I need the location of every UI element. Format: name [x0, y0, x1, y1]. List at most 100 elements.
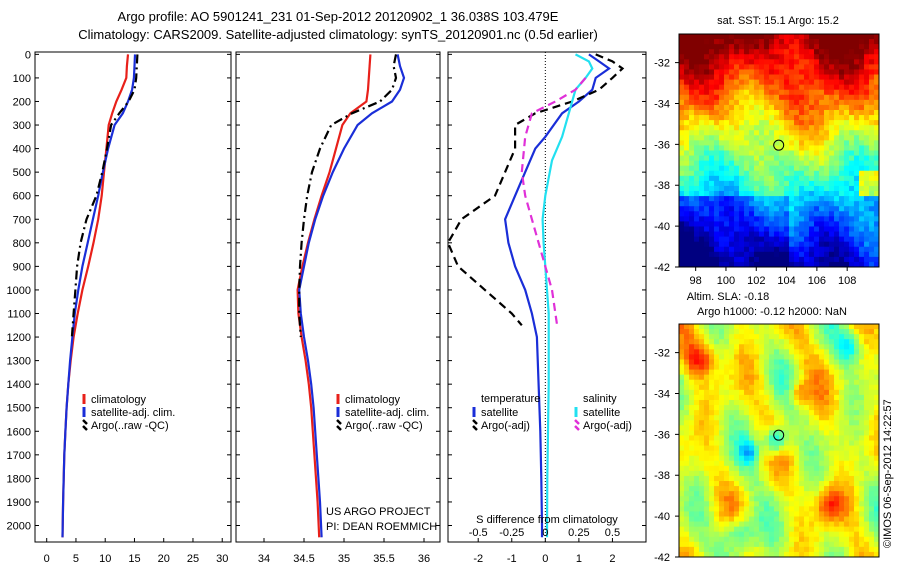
- map-cell: [834, 191, 840, 197]
- map-cell: [779, 450, 785, 457]
- map-cell: [714, 89, 720, 96]
- map-cell: [759, 379, 765, 386]
- map-cell: [864, 180, 870, 187]
- map-cell: [694, 236, 700, 243]
- map-cell: [779, 430, 785, 436]
- map-cell: [794, 359, 800, 365]
- map-cell: [734, 399, 740, 406]
- map-cell: [709, 541, 715, 548]
- map-cell: [714, 221, 720, 227]
- map-cell: [849, 231, 855, 238]
- map-cell: [804, 359, 810, 365]
- map-cell: [864, 546, 870, 553]
- map-cell: [714, 175, 720, 182]
- map-cell: [704, 475, 710, 482]
- map-cell: [699, 364, 705, 370]
- map-cell: [694, 415, 700, 421]
- map-cell: [764, 374, 770, 381]
- map-cell: [679, 160, 685, 167]
- map-cell: [699, 470, 705, 477]
- map-cell: [804, 405, 810, 411]
- map-cell: [819, 246, 825, 253]
- map-cell: [829, 145, 835, 151]
- map-cell: [799, 546, 805, 553]
- map-cell: [749, 384, 755, 391]
- map-cell: [709, 486, 715, 492]
- map-cell: [749, 175, 755, 182]
- map-cell: [694, 175, 700, 182]
- map-cell: [764, 349, 770, 355]
- map-cell: [724, 236, 730, 243]
- map-cell: [719, 394, 725, 401]
- map-cell: [874, 216, 879, 222]
- map-cell: [844, 241, 850, 248]
- map-cell: [844, 150, 850, 156]
- map-cell: [829, 359, 835, 365]
- map-cell: [754, 324, 760, 330]
- map-cell: [859, 251, 865, 258]
- map-cell: [779, 531, 785, 538]
- legend-label: Argo(-adj): [583, 420, 632, 432]
- map-cell: [794, 180, 800, 187]
- map-cell: [739, 216, 745, 222]
- map-cell: [739, 201, 745, 207]
- map-cell: [744, 34, 750, 40]
- map-cell: [739, 165, 745, 172]
- map-cell: [804, 180, 810, 187]
- map-cell: [864, 64, 870, 70]
- map-cell: [754, 236, 760, 243]
- map-cell: [754, 334, 760, 340]
- map-cell: [709, 379, 715, 386]
- map-cell: [854, 69, 860, 75]
- map-cell: [749, 135, 755, 141]
- map-cell: [869, 541, 875, 548]
- map-cell: [784, 84, 790, 91]
- map-cell: [694, 185, 700, 192]
- map-cell: [759, 526, 765, 533]
- map-cell: [829, 256, 835, 263]
- map-cell: [859, 59, 865, 65]
- map-cell: [824, 185, 830, 192]
- map-cell: [679, 551, 685, 557]
- map-cell: [774, 455, 780, 462]
- map-cell: [699, 445, 705, 452]
- map-cell: [704, 526, 710, 533]
- map-cell: [679, 329, 685, 335]
- map-cell: [829, 180, 835, 187]
- map-cell: [869, 354, 875, 360]
- map-cell: [769, 206, 775, 212]
- map-cell: [739, 369, 745, 376]
- map-cell: [819, 349, 825, 355]
- map-cell: [734, 415, 740, 421]
- temperature-panel: 0100200300400500600700800900100011001200…: [7, 49, 232, 565]
- map-cell: [754, 130, 760, 136]
- map-cell: [734, 241, 740, 248]
- map-cell: [794, 175, 800, 182]
- map-cell: [724, 54, 730, 60]
- map-cell: [794, 201, 800, 207]
- map-cell: [799, 410, 805, 416]
- map-cell: [784, 64, 790, 70]
- map-cell: [804, 185, 810, 192]
- map-cell: [704, 349, 710, 355]
- map-cell: [814, 455, 820, 462]
- map-cell: [789, 425, 795, 431]
- x-tick-label: 25: [187, 553, 199, 565]
- map-cell: [849, 481, 855, 487]
- map-cell: [704, 450, 710, 457]
- map-cell: [839, 369, 845, 376]
- map-cell: [839, 359, 845, 365]
- map-cell: [679, 324, 685, 330]
- map-cell: [844, 44, 850, 50]
- map-cell: [704, 185, 710, 192]
- map-cell: [769, 349, 775, 355]
- map-cell: [864, 99, 870, 106]
- map-cell: [789, 491, 795, 497]
- map-cell: [739, 516, 745, 522]
- map-cell: [689, 405, 695, 411]
- map-cell: [709, 89, 715, 96]
- map-cell: [864, 125, 870, 131]
- map-cell: [834, 44, 840, 50]
- map-cell: [709, 211, 715, 217]
- map-cell: [854, 125, 860, 131]
